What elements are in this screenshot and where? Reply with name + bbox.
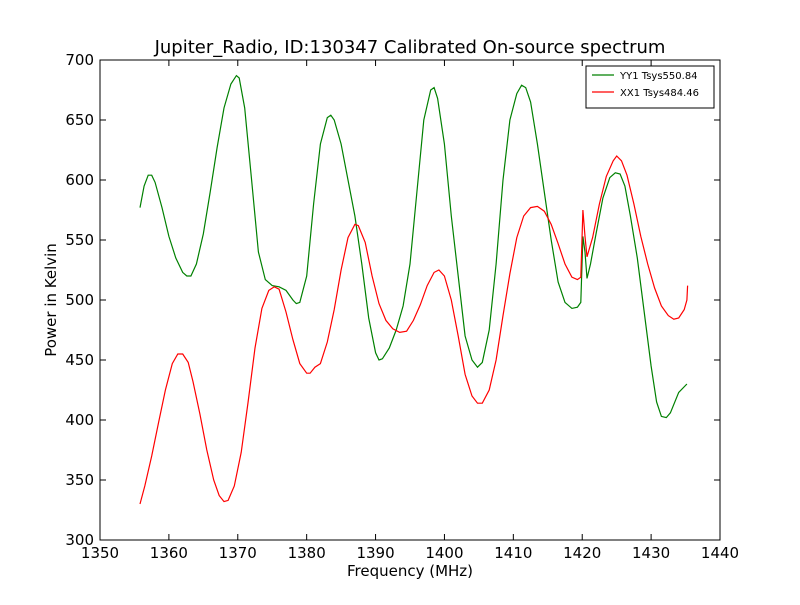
y-tick-label: 450 (65, 351, 94, 369)
ticks-layer: 1350 1360 1370 1380 1390 1400 1410 1420 1430 1440… (65, 51, 739, 562)
y-tick-label: 400 (65, 411, 94, 429)
x-tick-label: 1370 (219, 544, 257, 562)
x-tick-label: 1440 (701, 544, 739, 562)
legend-entry: XX1 Tsys484.46 (620, 88, 699, 99)
x-axis-label: Frequency (MHz) (347, 562, 473, 580)
x-tick-label: 1420 (563, 544, 601, 562)
y-axis-label: Power in Kelvin (42, 243, 60, 357)
plot-content (139, 74, 689, 505)
series-line-1 (139, 74, 688, 419)
x-tick-label: 1430 (632, 544, 670, 562)
legend: YY1 Tsys550.84 XX1 Tsys484.46 (585, 65, 715, 109)
x-tick-label: 1350 (81, 544, 119, 562)
x-tick-label: 1400 (425, 544, 463, 562)
x-tick-label: 1390 (356, 544, 394, 562)
x-tick-label: 1410 (494, 544, 532, 562)
y-tick-label: 700 (65, 51, 94, 69)
chart-title: Jupiter_Radio, ID:130347 Calibrated On-s… (154, 37, 666, 58)
series-line-2 (139, 155, 689, 505)
y-tick-label: 600 (65, 171, 94, 189)
y-tick-label: 500 (65, 291, 94, 309)
y-tick-label: 300 (65, 531, 94, 549)
x-tick-label: 1380 (288, 544, 326, 562)
y-tick-label: 350 (65, 471, 94, 489)
y-tick-label: 550 (65, 231, 94, 249)
x-tick-label: 1360 (150, 544, 188, 562)
plot-frame (99, 59, 721, 541)
y-tick-label: 650 (65, 111, 94, 129)
legend-entry: YY1 Tsys550.84 (619, 71, 698, 82)
legend-box (585, 65, 715, 109)
